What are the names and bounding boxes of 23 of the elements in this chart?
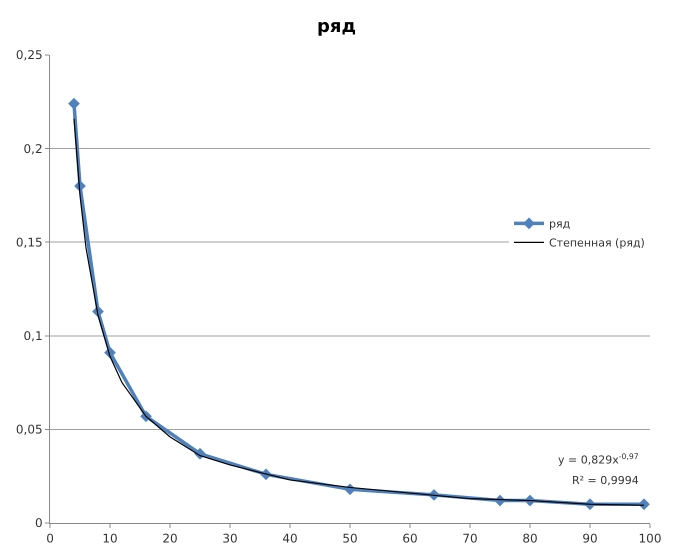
legend-label: ряд	[549, 218, 571, 231]
x-tick-label: 60	[402, 531, 418, 546]
y-tick-label: 0,05	[16, 422, 43, 437]
x-tick-label: 70	[462, 531, 478, 546]
x-tick-label: 40	[282, 531, 298, 546]
y-tick-label: 0,2	[24, 142, 43, 156]
y-tick-label: 0,1	[24, 329, 43, 343]
y-tick-label: 0	[34, 516, 43, 530]
annotation: R² = 0,9994	[572, 474, 639, 487]
x-tick-label: 80	[522, 531, 538, 546]
legend-label: Степенная (ряд)	[549, 236, 645, 250]
x-tick-label: 90	[582, 531, 598, 546]
x-tick-label: 10	[102, 531, 118, 546]
chart-title: ряд	[317, 16, 356, 38]
x-tick-label: 50	[342, 531, 358, 546]
x-tick-label: 20	[162, 531, 178, 546]
annotation: y = 0,829x$^{-0,97}$	[558, 452, 639, 467]
y-tick-label: 0,15	[16, 235, 43, 250]
x-tick-label: 0	[46, 531, 54, 546]
y-tick-label: 0,25	[16, 48, 43, 62]
point	[68, 98, 80, 110]
x-tick-label: 100	[638, 531, 662, 546]
x-tick-label: 30	[222, 531, 238, 546]
